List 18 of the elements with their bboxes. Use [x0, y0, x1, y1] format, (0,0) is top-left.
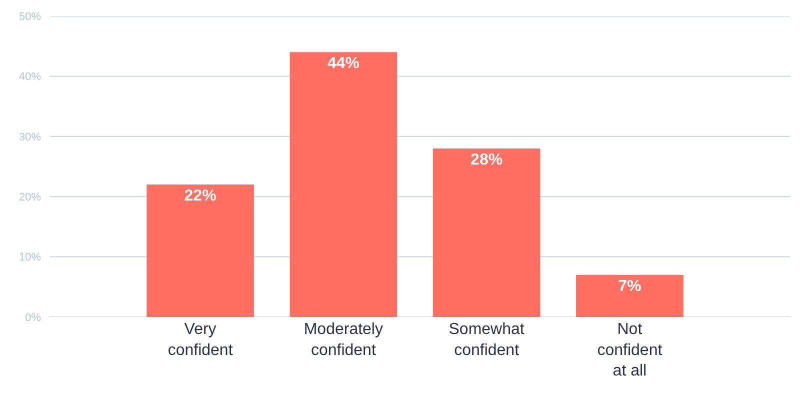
data-label: 28%	[470, 151, 503, 168]
y-tick-label: 50%	[18, 10, 42, 23]
bar	[146, 184, 254, 317]
x-tick-label: Somewhat confident	[448, 321, 525, 359]
data-label: 22%	[184, 188, 216, 205]
bar	[290, 52, 398, 317]
x-tick-label: Not confident at all	[597, 321, 663, 380]
y-tick-label: 0%	[25, 312, 42, 324]
y-tick-label: 30%	[18, 131, 42, 144]
data-label: 7%	[618, 278, 642, 295]
y-tick-label: 10%	[18, 252, 42, 264]
x-tick-label: Moderately confident	[304, 321, 383, 359]
bar	[432, 148, 540, 317]
y-tick-label: 20%	[18, 191, 42, 204]
y-tick-label: 40%	[18, 71, 42, 84]
x-tick-label: Very confident	[168, 321, 234, 359]
data-label: 44%	[327, 55, 360, 72]
bar	[576, 274, 684, 317]
